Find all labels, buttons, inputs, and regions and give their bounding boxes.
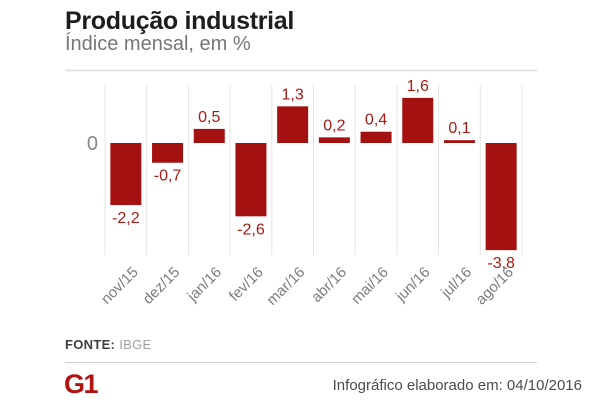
value-label-mai-16: 0,4 [365,112,387,129]
value-label-fev-16: -2,6 [237,221,265,238]
x-axis-label-dez-15: dez/15 [140,264,184,308]
source-line: FONTE: IBGE [65,337,151,352]
value-label-jul-16: 0,1 [448,120,470,137]
value-label-nov-15: -2,2 [112,210,140,227]
x-axis-label-mai-16: mai/16 [348,264,392,308]
bar-mai-16 [360,131,392,143]
page-subtitle: Índice mensal, em % [65,33,251,55]
bar-nov-15 [110,143,142,206]
value-label-ago-16: -3,8 [487,255,515,272]
value-label-abr-16: 0,2 [323,117,345,134]
x-axis-label-jul-16: jul/16 [437,264,475,302]
g1-logo: G1 [64,369,99,399]
x-axis-label-jun-16: jun/16 [392,264,434,306]
value-label-dez-15: -0,7 [154,168,182,185]
bar-fev-16 [235,143,267,217]
bar-mar-16 [277,106,309,143]
x-axis-label-mar-16: mar/16 [263,264,308,309]
value-label-mar-16: 1,3 [282,86,304,103]
credit-text: Infográfico elaborado em: 04/10/2016 [332,377,582,394]
x-axis-label-nov-15: nov/15 [98,264,142,308]
bar-ago-16 [485,143,517,251]
bar-dez-15 [152,143,184,163]
y-axis-zero-label: 0 [87,133,98,155]
value-label-jun-16: 1,6 [407,78,429,95]
x-axis-label-abr-16: abr/16 [308,264,350,306]
x-axis-label-fev-16: fev/16 [226,264,267,305]
bar-abr-16 [318,137,350,143]
footer-divider [65,362,537,363]
x-axis-label-jan-16: jan/16 [183,264,225,306]
page-title: Produção industrial [65,7,295,35]
source-value: IBGE [119,337,152,352]
bar-jun-16 [402,97,434,143]
source-label: FONTE: [65,337,116,352]
bar-jul-16 [443,140,475,143]
bar-jan-16 [193,128,225,143]
value-label-jan-16: 0,5 [198,109,220,126]
